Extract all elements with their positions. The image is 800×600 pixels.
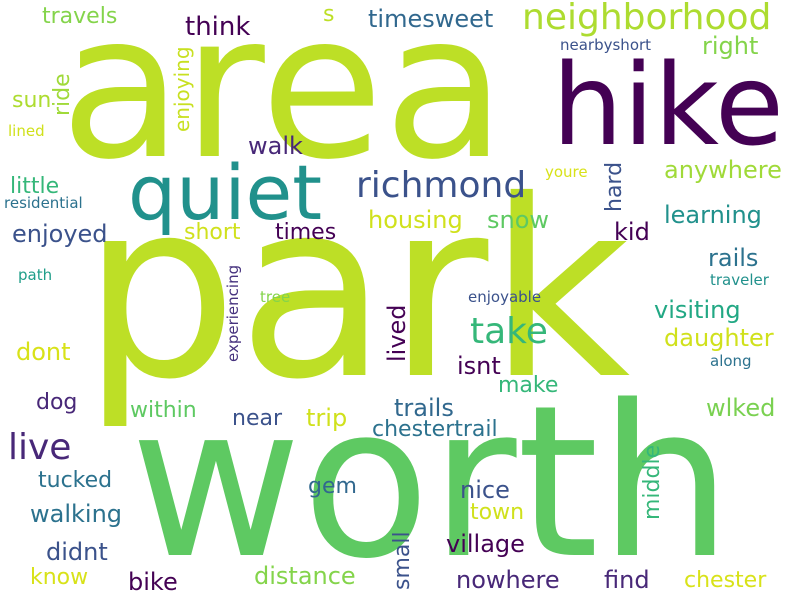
word-path: path: [18, 266, 53, 284]
word-dont: dont: [16, 338, 71, 366]
word-snow: snow: [487, 206, 550, 234]
word-think: think: [185, 12, 251, 42]
word-daughter: daughter: [664, 324, 774, 352]
word-walking: walking: [30, 500, 123, 528]
word-trip: trip: [306, 404, 348, 432]
word-village: village: [446, 530, 525, 558]
word-timesweet: timesweet: [368, 5, 494, 33]
word-middle: middle: [640, 444, 665, 520]
word-hard: hard: [602, 161, 627, 212]
word-sun: sun: [12, 88, 52, 113]
word-know: know: [30, 565, 89, 590]
word-residential: residential: [4, 194, 83, 212]
word-right: right: [702, 32, 759, 60]
word-richmond: richmond: [356, 165, 527, 206]
word-hike: hike: [552, 41, 784, 171]
word-area: area: [60, 0, 506, 204]
word-chestertrail: chestertrail: [372, 417, 498, 442]
word-neighborhood: neighborhood: [522, 0, 772, 38]
word-lined: lined: [8, 122, 45, 140]
word-rails: rails: [708, 244, 759, 272]
word-little: little: [10, 174, 60, 199]
word-didnt: didnt: [46, 538, 108, 566]
word-along: along: [710, 352, 752, 370]
word-travels: travels: [42, 4, 118, 29]
word-small: small: [390, 531, 415, 590]
word-enjoyable: enjoyable: [468, 288, 542, 306]
word-learning: learning: [664, 201, 762, 229]
word-worth: worth: [130, 360, 733, 600]
word-experiencing: experiencing: [224, 264, 242, 362]
word-walk: walk: [248, 132, 303, 160]
word-town: town: [470, 500, 525, 525]
word-within: within: [130, 398, 197, 423]
word-dog: dog: [36, 390, 78, 415]
word-youre: youre: [545, 163, 588, 181]
word-nice: nice: [460, 476, 510, 504]
word-isnt: isnt: [457, 352, 501, 380]
word-housing: housing: [368, 206, 463, 234]
word-distance: distance: [254, 562, 356, 590]
word-enjoyed: enjoyed: [12, 220, 108, 248]
word-trails: trails: [394, 394, 454, 422]
word-find: find: [604, 566, 650, 594]
word-anywhere: anywhere: [664, 156, 782, 184]
word-near: near: [232, 406, 283, 431]
word-ride: ride: [50, 73, 75, 116]
word-wlked: wlked: [706, 394, 776, 422]
word-traveler: traveler: [710, 271, 769, 289]
word-tucked: tucked: [38, 468, 113, 493]
word-quiet: quiet: [128, 148, 323, 237]
word-chester: chester: [684, 568, 767, 593]
word-nowhere: nowhere: [456, 566, 560, 594]
word-live: live: [8, 427, 72, 468]
word-enjoying: enjoying: [170, 46, 194, 132]
word-park: park: [82, 148, 631, 433]
word-times: times: [275, 220, 337, 245]
word-kid: kid: [614, 218, 650, 246]
word-take: take: [470, 311, 548, 352]
word-make: make: [498, 373, 559, 398]
word-tree: tree: [260, 288, 291, 306]
word-short: short: [184, 220, 241, 245]
word-bike: bike: [128, 568, 178, 596]
word-s: s: [323, 2, 335, 27]
word-gem: gem: [308, 474, 357, 499]
word-nearbyshort: nearbyshort: [560, 36, 652, 54]
word-lived: lived: [383, 304, 411, 362]
word-visiting: visiting: [654, 296, 741, 324]
